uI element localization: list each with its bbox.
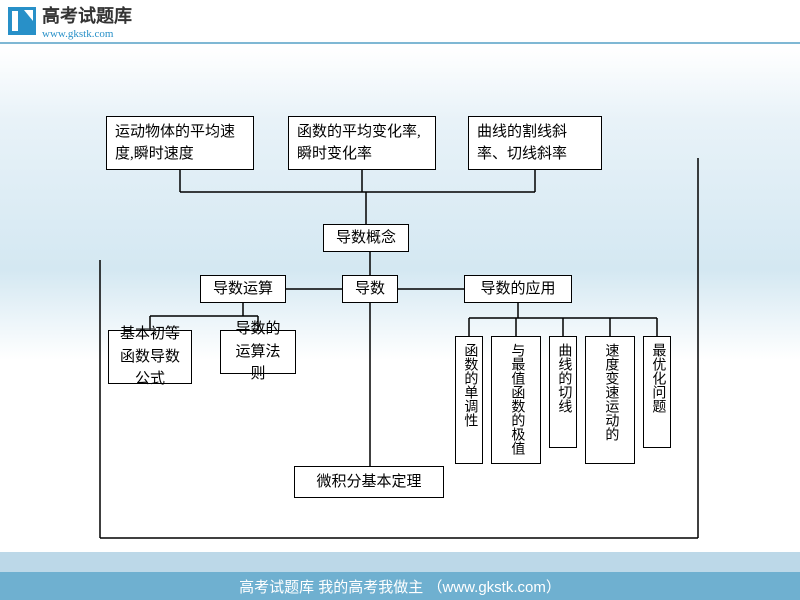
node-basic-formula: 基本初等函数导数公式 [108,330,192,384]
diagram: 运动物体的平均速度,瞬时速度 函数的平均变化率,瞬时变化率 曲线的割线斜率、切线… [0,60,800,560]
node-monotonicity: 函数的单调性 [455,336,483,464]
node-extrema-a: 函数的极值 [509,385,524,455]
node-velocity: 速度 变速运动的 [585,336,635,464]
node-derivative-calc: 导数运算 [200,275,286,303]
node-function-rate: 函数的平均变化率,瞬时变化率 [288,116,436,170]
node-curve-slope: 曲线的割线斜率、切线斜率 [468,116,602,170]
footer: 高考试题库 我的高考我做主 （www.gkstk.com） [0,572,800,600]
node-derivative-center: 导数 [342,275,398,303]
header: 高考试题库 www.gkstk.com [0,0,800,44]
logo-icon [8,7,36,35]
node-tangent: 曲线的切线 [549,336,577,448]
node-calc-rules: 导数的运算法则 [220,330,296,374]
logo-url: www.gkstk.com [42,28,132,40]
logo-title: 高考试题库 [42,2,132,28]
node-extrema: 与最值 函数的极值 [491,336,541,464]
node-extrema-b: 与最值 [509,343,524,385]
node-derivative-app: 导数的应用 [464,275,572,303]
node-fundamental-theorem: 微积分基本定理 [294,466,444,498]
footer-text: 高考试题库 我的高考我做主 （www.gkstk.com） [239,576,561,597]
logo-text: 高考试题库 www.gkstk.com [42,2,132,40]
node-derivative-concept: 导数概念 [323,224,409,252]
node-motion: 运动物体的平均速度,瞬时速度 [106,116,254,170]
node-velocity-a: 变速运动的 [603,371,618,441]
node-velocity-b: 速度 [603,343,618,371]
node-optimization: 最优化问题 [643,336,671,448]
